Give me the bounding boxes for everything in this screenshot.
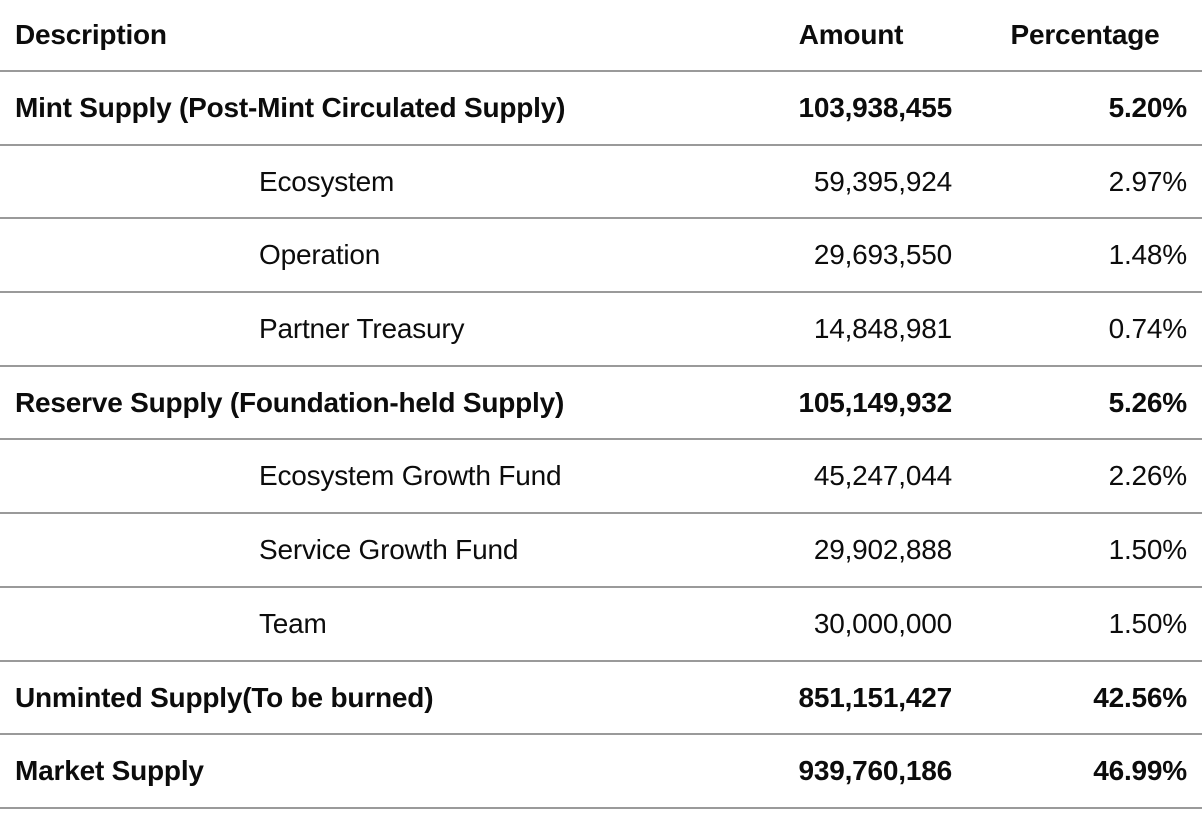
amount-cell: 29,693,550 [734,218,968,294]
amount-cell: 30,000,000 [734,586,968,662]
description-cell: Partner Treasury [0,292,734,367]
amount-column-header: Amount [734,0,968,72]
table-row: Unminted Supply(To be burned) 851,151,42… [0,660,1202,736]
percentage-cell: 2.26% [968,439,1202,515]
amount-cell: 105,149,932 [734,365,968,441]
description-cell: Service Growth Fund [0,513,734,588]
percentage-cell: 5.26% [968,365,1202,441]
description-cell: Market Supply [0,734,734,809]
amount-cell: 939,760,186 [734,734,968,809]
amount-cell: 851,151,427 [734,660,968,736]
table-header-row: Description Amount Percentage [0,0,1202,72]
table-row: Partner Treasury 14,848,981 0.74% [0,292,1202,367]
percentage-cell: 1.50% [968,586,1202,662]
percentage-cell: 42.56% [968,660,1202,736]
amount-cell: 59,395,924 [734,144,968,220]
percentage-cell: 2.97% [968,144,1202,220]
description-cell: Reserve Supply (Foundation-held Supply) [0,365,734,441]
percentage-cell: 1.50% [968,513,1202,588]
amount-cell: 29,902,888 [734,513,968,588]
amount-cell: 103,938,455 [734,71,968,146]
description-cell: Team [0,586,734,662]
supply-table: Description Amount Percentage Mint Suppl… [0,0,1202,809]
table-row: Reserve Supply (Foundation-held Supply) … [0,365,1202,441]
table-row: Ecosystem 59,395,924 2.97% [0,144,1202,220]
description-cell: Mint Supply (Post-Mint Circulated Supply… [0,71,734,146]
percentage-cell: 0.74% [968,292,1202,367]
table-row: Operation 29,693,550 1.48% [0,218,1202,294]
table-row: Mint Supply (Post-Mint Circulated Supply… [0,71,1202,146]
description-cell: Ecosystem Growth Fund [0,439,734,515]
table-row: Service Growth Fund 29,902,888 1.50% [0,513,1202,588]
description-cell: Unminted Supply(To be burned) [0,660,734,736]
description-cell: Ecosystem [0,144,734,220]
percentage-cell: 1.48% [968,218,1202,294]
description-cell: Operation [0,218,734,294]
table-row: Team 30,000,000 1.50% [0,586,1202,662]
table-row: Market Supply 939,760,186 46.99% [0,734,1202,809]
description-column-header: Description [0,0,734,72]
amount-cell: 45,247,044 [734,439,968,515]
percentage-column-header: Percentage [968,0,1202,72]
percentage-cell: 5.20% [968,71,1202,146]
percentage-cell: 46.99% [968,734,1202,809]
amount-cell: 14,848,981 [734,292,968,367]
table-row: Ecosystem Growth Fund 45,247,044 2.26% [0,439,1202,515]
